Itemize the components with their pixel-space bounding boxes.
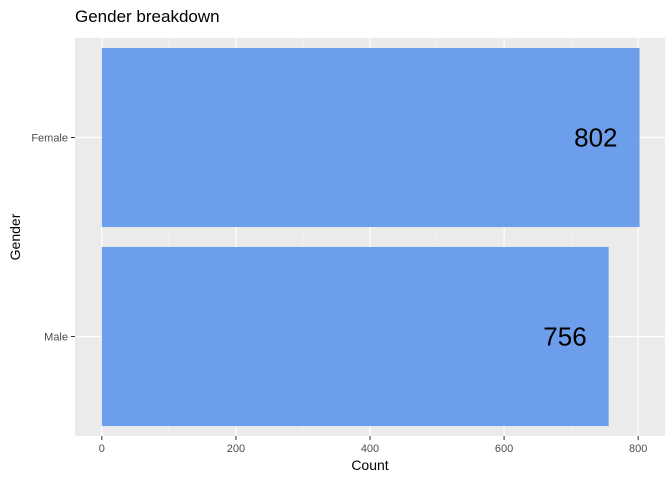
bar-male xyxy=(101,246,609,427)
chart-title: Gender breakdown xyxy=(75,7,220,26)
x-tick-label: 0 xyxy=(99,443,105,455)
bars xyxy=(101,47,640,427)
data-label-female: 802 xyxy=(574,123,617,153)
y-axis-ticks: Female Male xyxy=(31,133,75,344)
x-tick-label: 400 xyxy=(361,443,379,455)
x-axis-title: Count xyxy=(351,457,388,473)
x-tick-label: 800 xyxy=(629,443,647,455)
x-tick-label: 200 xyxy=(227,443,245,455)
y-tick-label: Female xyxy=(31,133,68,145)
y-axis-title: Gender xyxy=(7,213,23,260)
x-axis-ticks: 0 200 400 600 800 xyxy=(99,436,647,455)
bar-female xyxy=(101,47,640,228)
data-label-male: 756 xyxy=(543,322,586,352)
y-tick-label: Male xyxy=(44,332,68,344)
data-labels: 802 756 xyxy=(543,123,617,352)
x-tick-label: 600 xyxy=(495,443,513,455)
